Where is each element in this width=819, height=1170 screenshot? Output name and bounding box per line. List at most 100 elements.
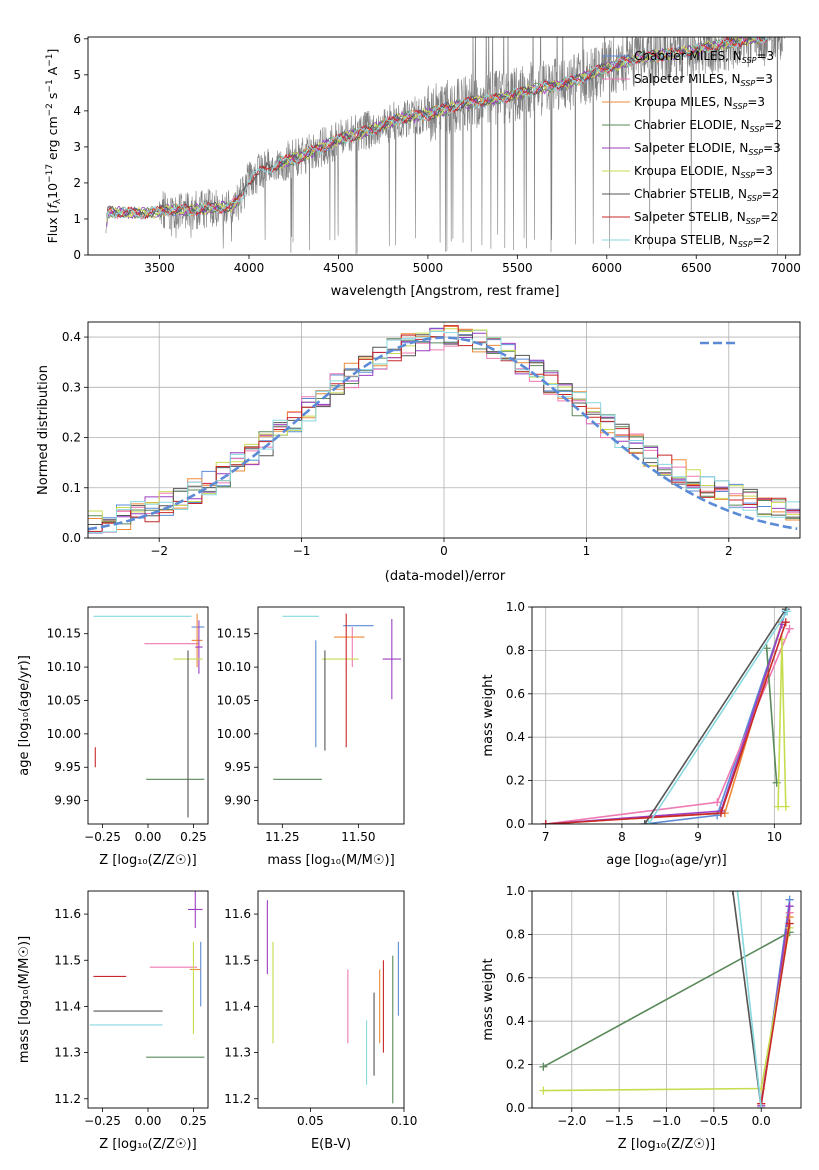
x-tick-label: 3500	[144, 261, 175, 275]
y-axis-label-part: 10	[45, 183, 60, 199]
plot-area	[89, 891, 205, 1058]
model-spectrum-7	[106, 37, 767, 219]
label-segment: Z [log₁₀(Z/Z☉)]	[99, 853, 196, 868]
label-segment: age [log₁₀(age/yr)]	[606, 853, 727, 868]
y-axis-label-part: A	[45, 66, 60, 79]
histogram-9	[88, 331, 800, 533]
y-axis-label: mass weight	[481, 674, 496, 756]
weight-marker	[541, 820, 550, 824]
model-spectrum-8	[106, 37, 768, 220]
x-tick-label: 0	[440, 544, 448, 558]
y-tick-label: 0.1	[62, 481, 81, 495]
axes-mass_vs_ebv: 0.05 0.10 11.2 11.3 11.4 11.5 11.6 E(B-V)	[224, 890, 417, 1152]
axes-frame	[87, 890, 209, 1109]
x-tick-label: −0.25	[84, 830, 121, 844]
y-tick-label: 10.00	[217, 727, 251, 741]
plot-area	[532, 607, 801, 824]
y-axis-label-part: −1	[45, 53, 55, 66]
y-tick-label: 9.90	[224, 794, 251, 808]
y-tick-label: 1	[73, 212, 81, 226]
label-segment: E(B-V)	[311, 1137, 351, 1152]
weight-line-9	[647, 610, 788, 824]
label-segment: age [log₁₀(age/yr)]	[17, 655, 32, 776]
axes-residuals: −2 −1 0 1 2 0.0 0.1 0.2 0.3 0.4 (data-model)/error…	[36, 321, 801, 584]
weight-marker	[757, 1104, 766, 1108]
legend-text: =3	[747, 95, 765, 109]
legend-subscript: SSP	[750, 125, 765, 134]
y-tick-label: 0.2	[62, 431, 81, 445]
weight-marker	[774, 802, 783, 811]
legend-text: Salpeter ELODIE, N	[634, 141, 748, 155]
legend-subscript: SSP	[733, 102, 748, 111]
legend-text: Kroupa MILES, N	[634, 95, 733, 109]
y-tick-label: 0.0	[62, 531, 81, 545]
legend-subscript: SSP	[738, 240, 753, 249]
weight-marker	[640, 820, 649, 824]
legend-text: =3	[755, 164, 773, 178]
legend-subscript: SSP	[746, 217, 761, 226]
x-axis-label: mass [log₁₀(M/M☉)]	[267, 853, 394, 868]
x-axis-label: Z [log₁₀(Z/Z☉)]	[618, 1137, 715, 1152]
x-axis-label: E(B-V)	[311, 1137, 351, 1152]
plot-area	[532, 891, 801, 1108]
legend-label-2: Salpeter MILES, NSSP=3	[634, 72, 773, 88]
weight-marker	[733, 891, 742, 895]
legend-subscript: SSP	[742, 56, 757, 65]
x-tick-label: 0.00	[135, 1114, 162, 1128]
y-tick-label: 11.2	[224, 1092, 251, 1106]
y-tick-label: 10.15	[47, 627, 81, 641]
axes-mass_vs_Z: −0.25 0.00 0.25 11.2 11.3 11.4 11.5 11.6 Z [log₁…	[17, 890, 209, 1152]
legend-text: =3	[756, 49, 774, 63]
legend-text: =3	[763, 141, 781, 155]
y-tick-label: 11.6	[54, 907, 81, 921]
legend-label-9: Kroupa STELIB, NSSP=2	[634, 233, 770, 249]
y-axis-label-part: f	[45, 203, 60, 209]
weight-line-4	[543, 931, 790, 1068]
y-axis-label-part: Flux [	[45, 209, 60, 244]
x-axis-label: (data-model)/error	[385, 569, 506, 584]
legend-label-7: Chabrier STELIB, NSSP=2	[634, 187, 779, 203]
x-tick-label: −2.0	[557, 1114, 586, 1128]
legend-text: Salpeter MILES, N	[634, 72, 741, 86]
x-tick-label: 11.25	[265, 830, 299, 844]
x-tick-label: 9	[694, 830, 702, 844]
y-tick-label: 0.6	[506, 687, 525, 701]
x-tick-label: −1	[293, 544, 311, 558]
weight-line-8	[760, 923, 791, 1104]
y-tick-label: 10.10	[217, 660, 251, 674]
x-tick-label: 5500	[502, 261, 533, 275]
y-tick-label: 0.2	[506, 774, 525, 788]
x-tick-label: 0.05	[297, 1114, 324, 1128]
legend-subscript: SSP	[741, 171, 756, 180]
weight-line-7	[644, 608, 787, 824]
weight-marker	[539, 1062, 548, 1071]
y-tick-label: 0.0	[506, 1101, 525, 1115]
axes-frame	[87, 606, 209, 825]
x-tick-label: 0.0	[752, 1114, 771, 1128]
weight-marker	[785, 919, 794, 928]
y-axis-label-part: −1	[45, 79, 55, 92]
y-tick-label: 10.00	[47, 727, 81, 741]
y-axis-label-part: −17	[45, 164, 55, 183]
axes-frame	[531, 606, 802, 825]
label-segment: mass [log₁₀(M/M☉)]	[267, 853, 394, 868]
y-tick-label: 5	[73, 68, 81, 82]
plot-area	[273, 613, 401, 780]
weight-marker	[781, 618, 790, 627]
y-tick-label: 11.3	[224, 1046, 251, 1060]
y-axis-label: Normed distribution	[36, 365, 51, 495]
legend-text: Kroupa STELIB, N	[634, 233, 738, 247]
y-axis-label-part: −2	[45, 103, 55, 116]
axes-weight_vs_age: 7 8 9 10 0.0 0.2 0.4 0.6 0.8 1.0 age [log₁₀(age/yr…	[481, 600, 802, 868]
legend-text: Chabrier ELODIE, N	[634, 118, 750, 132]
weight-line-9	[736, 891, 762, 1108]
legend-text: Chabrier STELIB, N	[634, 187, 747, 201]
plot-area	[105, 37, 786, 255]
x-axis-label: Z [log₁₀(Z/Z☉)]	[99, 1137, 196, 1152]
x-axis-label: Z [log₁₀(Z/Z☉)]	[99, 853, 196, 868]
legend-label-3: Kroupa MILES, NSSP=3	[634, 95, 765, 111]
weight-marker	[781, 802, 790, 811]
x-tick-label: 0.00	[135, 830, 162, 844]
axes-frame	[257, 606, 405, 825]
histogram-7	[88, 334, 800, 525]
